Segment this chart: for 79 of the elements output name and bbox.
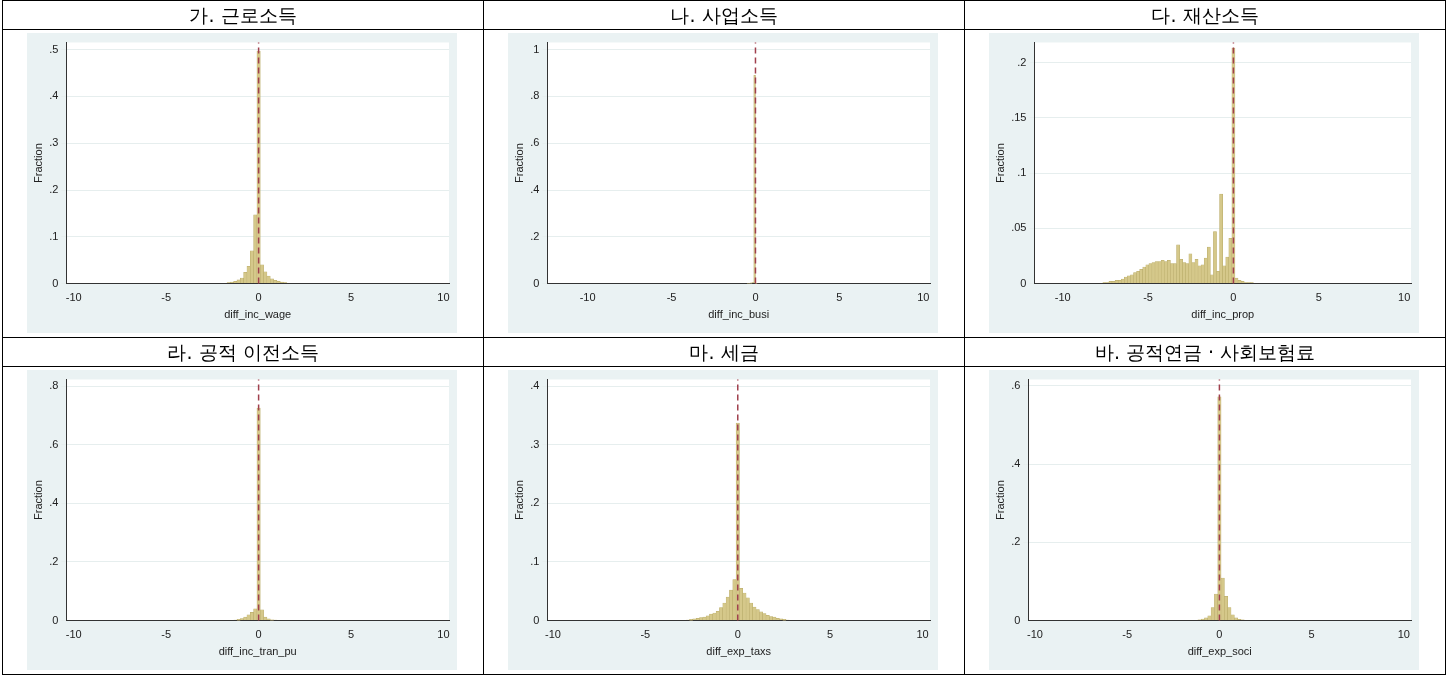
y-tick-label: .4 xyxy=(1011,457,1021,470)
chart-title: 바. 공적연금 · 사회보험료 xyxy=(964,337,1446,367)
y-tick-label: 0 xyxy=(52,276,59,289)
y-tick-label: .2 xyxy=(1017,55,1027,68)
x-tick-label: -5 xyxy=(666,291,677,304)
y-tick-label: .1 xyxy=(530,554,540,567)
y-tick-label: 0 xyxy=(1020,276,1027,289)
x-axis-title: diff_inc_prop xyxy=(1191,308,1255,321)
y-tick-label: 0 xyxy=(52,613,59,626)
x-tick-label: 0 xyxy=(1216,628,1223,641)
y-tick-label: .5 xyxy=(49,42,59,55)
y-tick-label: .6 xyxy=(530,136,540,149)
y-tick-label: .2 xyxy=(1011,535,1021,548)
y-axis-title: Fraction xyxy=(512,143,525,183)
y-axis-title: Fraction xyxy=(512,480,525,520)
y-tick-label: .4 xyxy=(49,89,59,102)
x-tick-label: -10 xyxy=(579,291,596,304)
y-tick-label: .05 xyxy=(1011,221,1027,234)
x-axis-title: diff_inc_wage xyxy=(224,308,292,321)
x-tick-label: 0 xyxy=(255,291,262,304)
y-tick-label: 0 xyxy=(533,276,540,289)
x-tick-label: -5 xyxy=(1122,628,1133,641)
x-tick-label: 10 xyxy=(916,628,929,641)
x-tick-label: -5 xyxy=(640,628,651,641)
x-tick-label: 5 xyxy=(1315,291,1322,304)
y-tick-label: .3 xyxy=(530,437,540,450)
y-tick-label: 0 xyxy=(533,613,540,626)
x-axis-title: diff_inc_tran_pu xyxy=(218,645,297,658)
y-tick-label: .6 xyxy=(49,437,59,450)
x-tick-label: 10 xyxy=(917,291,930,304)
x-tick-label: 5 xyxy=(347,628,355,641)
x-tick-label: -10 xyxy=(1054,291,1071,304)
x-tick-label: 0 xyxy=(734,628,741,641)
x-tick-label: -10 xyxy=(65,291,82,304)
x-tick-label: 10 xyxy=(437,628,450,641)
y-axis-title: Fraction xyxy=(31,480,44,520)
y-axis-title: Fraction xyxy=(993,480,1006,520)
y-tick-label: .2 xyxy=(49,554,59,567)
x-tick-label: -5 xyxy=(161,628,172,641)
y-axis-title: Fraction xyxy=(31,143,44,183)
y-axis-title: Fraction xyxy=(993,143,1006,183)
chart-title: 라. 공적 이전소득 xyxy=(2,337,484,367)
y-tick-label: .2 xyxy=(530,229,540,242)
y-tick-label: .6 xyxy=(1011,378,1021,391)
y-tick-label: .8 xyxy=(49,379,59,392)
chart-title: 다. 재산소득 xyxy=(964,0,1446,30)
x-tick-label: 0 xyxy=(752,291,759,304)
x-tick-label: 0 xyxy=(1230,291,1237,304)
y-tick-label: .4 xyxy=(49,496,59,509)
y-tick-label: .1 xyxy=(1017,166,1027,179)
y-tick-label: .2 xyxy=(49,183,59,196)
y-tick-label: .4 xyxy=(530,183,540,196)
x-axis-title: diff_exp_soci xyxy=(1187,645,1252,658)
y-tick-label: 0 xyxy=(1014,613,1021,626)
x-tick-label: 10 xyxy=(1398,291,1411,304)
x-tick-label: -5 xyxy=(1143,291,1153,304)
x-tick-label: 10 xyxy=(1397,628,1410,641)
chart-title: 마. 세금 xyxy=(483,337,965,367)
y-tick-label: .1 xyxy=(49,229,59,242)
x-tick-label: -10 xyxy=(1027,628,1043,641)
x-tick-label: 0 xyxy=(255,628,262,641)
y-tick-label: .15 xyxy=(1011,110,1027,123)
x-tick-label: 10 xyxy=(437,291,450,304)
y-tick-label: 1 xyxy=(533,42,540,55)
x-tick-label: 5 xyxy=(836,291,843,304)
y-tick-label: .8 xyxy=(530,89,540,102)
chart-title: 가. 근로소득 xyxy=(2,0,484,30)
x-tick-label: -10 xyxy=(65,628,82,641)
x-tick-label: 5 xyxy=(1308,628,1315,641)
x-axis-title: diff_inc_busi xyxy=(708,308,770,321)
x-tick-label: -5 xyxy=(161,291,172,304)
x-tick-label: 5 xyxy=(347,291,355,304)
x-axis-title: diff_exp_taxs xyxy=(706,645,772,658)
y-tick-label: .2 xyxy=(530,496,540,509)
x-tick-label: -10 xyxy=(544,628,561,641)
chart-title: 나. 사업소득 xyxy=(483,0,965,30)
x-tick-label: 5 xyxy=(827,628,834,641)
y-tick-label: .3 xyxy=(49,136,59,149)
y-tick-label: .4 xyxy=(530,379,540,392)
